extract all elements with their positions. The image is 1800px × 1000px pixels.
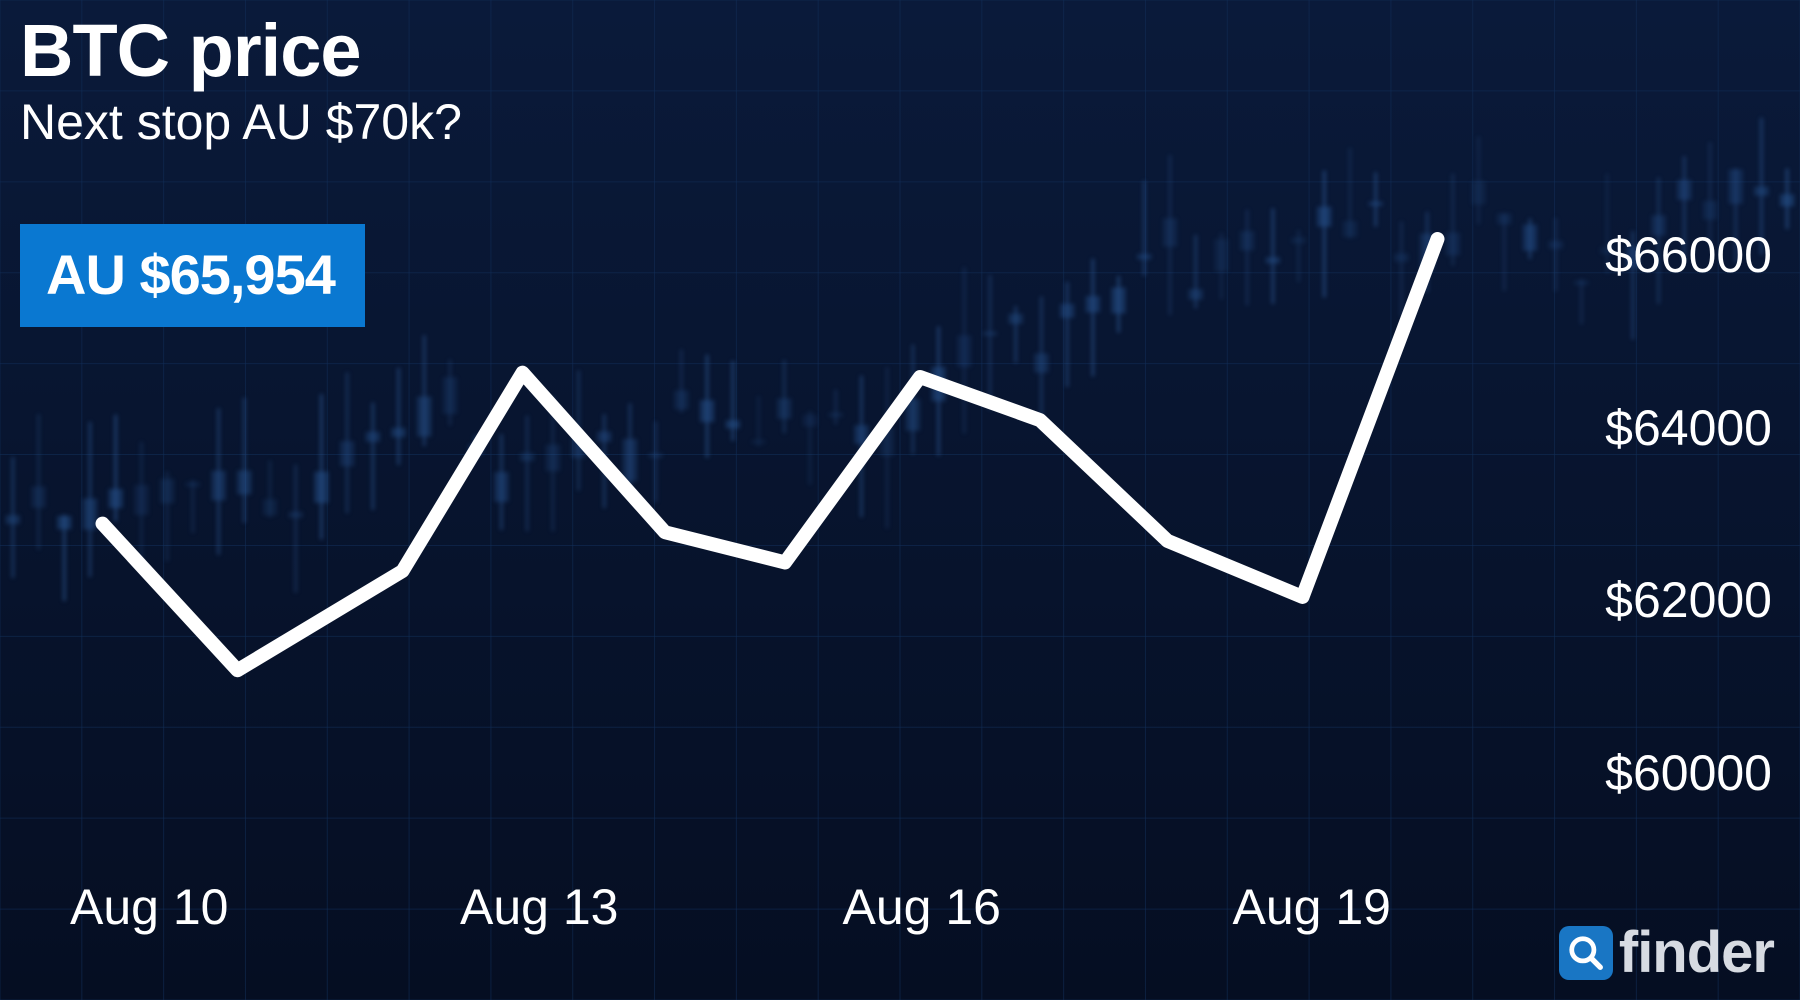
x-axis-label: Aug 19 — [1233, 878, 1391, 936]
chart-header: BTC price Next stop AU $70k? — [20, 12, 462, 152]
x-axis-label: Aug 10 — [70, 878, 228, 936]
current-price-badge: AU $65,954 — [20, 224, 365, 327]
x-axis-label: Aug 13 — [460, 878, 618, 936]
x-axis-label: Aug 16 — [843, 878, 1001, 936]
finder-logo: finder — [1559, 919, 1774, 986]
chart-subtitle: Next stop AU $70k? — [20, 92, 462, 152]
chart-stage: BTC price Next stop AU $70k? AU $65,954 … — [0, 0, 1800, 1000]
y-axis-label: $60000 — [1605, 744, 1772, 802]
finder-logo-mark — [1559, 926, 1613, 980]
current-price-value: AU $65,954 — [46, 243, 335, 306]
y-axis-label: $64000 — [1605, 399, 1772, 457]
y-axis-label: $62000 — [1605, 571, 1772, 629]
search-icon — [1567, 934, 1605, 972]
chart-title: BTC price — [20, 12, 462, 90]
finder-logo-text: finder — [1619, 919, 1774, 986]
y-axis-label: $66000 — [1605, 226, 1772, 284]
